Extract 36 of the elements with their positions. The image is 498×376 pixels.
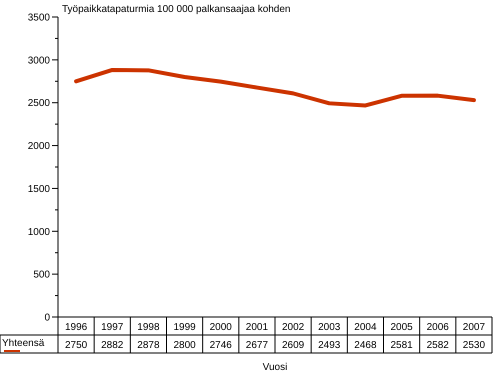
x-tick-label: 2005	[390, 322, 414, 333]
data-label: 2609	[282, 340, 305, 351]
data-label: 2746	[210, 340, 232, 351]
data-label: 2800	[173, 340, 196, 351]
x-tick-label: 2000	[210, 322, 232, 333]
data-label: 2530	[462, 340, 486, 351]
text: Yhteensä	[2, 338, 45, 349]
x-tick-label: 2003	[318, 322, 341, 333]
y-tick-label: 500	[33, 270, 50, 281]
y-tick-label: 1000	[28, 226, 50, 238]
y-tick-label: 2500	[28, 98, 50, 110]
data-label: 2493	[318, 340, 341, 351]
data-label: 2581	[390, 340, 414, 351]
x-tick-label: 1999	[173, 322, 196, 333]
data-label: 2582	[426, 340, 450, 351]
y-tick-label: 1500	[28, 184, 50, 195]
data-label: 2878	[137, 340, 160, 351]
x-tick-label: 2002	[282, 322, 305, 333]
x-tick-label: 1997	[101, 322, 124, 333]
y-tick-label: 0	[44, 312, 50, 324]
x-tick-label: 2007	[462, 322, 486, 333]
x-tick-label: 1996	[64, 322, 88, 333]
y-tick-label: 3000	[28, 55, 50, 66]
x-tick-label: 2001	[246, 322, 268, 333]
x-axis-title: Vuosi	[262, 362, 288, 373]
data-label: 2882	[101, 340, 124, 351]
y-tick-label: 3500	[28, 12, 50, 24]
data-label: 2750	[64, 340, 88, 351]
x-tick-label: 2004	[354, 322, 377, 333]
chart-title: Työpaikkatapaturmia 100 000 palkansaajaa kohden	[62, 4, 290, 15]
x-tick-label: 2006	[426, 322, 450, 333]
data-label: 2468	[354, 340, 377, 351]
data-label: 2677	[246, 340, 268, 351]
y-tick-label: 2000	[28, 141, 50, 152]
line-series	[74, 68, 476, 108]
x-tick-label: 1998	[137, 322, 160, 333]
